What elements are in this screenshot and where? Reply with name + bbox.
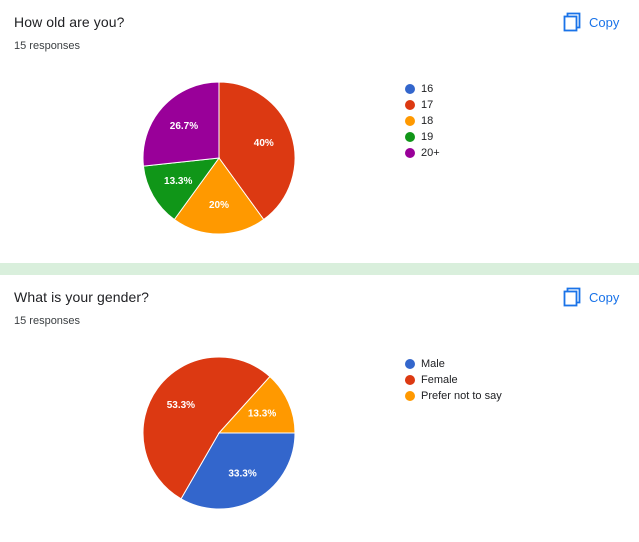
legend-item-18[interactable]: 18 bbox=[405, 113, 440, 129]
slice-label-19: 13.3% bbox=[164, 176, 192, 187]
response-count: 15 responses bbox=[14, 315, 81, 327]
copy-icon bbox=[563, 12, 581, 32]
copy-label: Copy bbox=[589, 14, 620, 30]
pie-slice-prefer-not-to-say[interactable] bbox=[217, 375, 296, 434]
slice-label-male: 33.3% bbox=[228, 468, 256, 479]
slice-label-20: 26.7% bbox=[170, 121, 198, 132]
copy-button[interactable]: Copy bbox=[563, 287, 619, 307]
slice-label-17: 40% bbox=[254, 138, 274, 149]
section-separator bbox=[0, 263, 639, 275]
question-title: How old are you? bbox=[14, 14, 125, 30]
legend-dot-icon bbox=[405, 375, 415, 385]
legend-label: 20+ bbox=[421, 147, 440, 159]
legend-dot-icon bbox=[405, 84, 415, 94]
legend-dot-icon bbox=[405, 391, 415, 401]
legend-dot-icon bbox=[405, 132, 415, 142]
pie-slice-19[interactable] bbox=[142, 157, 221, 221]
copy-label: Copy bbox=[589, 289, 620, 305]
pie-slice-17[interactable] bbox=[218, 81, 296, 221]
legend-label: 17 bbox=[421, 99, 434, 111]
legend-item-female[interactable]: Female bbox=[405, 372, 502, 388]
response-count: 15 responses bbox=[14, 40, 81, 52]
question-title: What is your gender? bbox=[14, 289, 150, 305]
legend-item-male[interactable]: Male bbox=[405, 356, 502, 372]
legend-item-19[interactable]: 19 bbox=[405, 129, 440, 145]
legend-dot-icon bbox=[405, 100, 415, 110]
pie-slice-male[interactable] bbox=[180, 432, 296, 510]
pie-slice-20[interactable] bbox=[142, 81, 220, 167]
legend-item-16[interactable]: 16 bbox=[405, 81, 440, 97]
legend-label: Prefer not to say bbox=[421, 390, 502, 402]
legend-item-20[interactable]: 20+ bbox=[405, 145, 440, 161]
legend-label: 16 bbox=[421, 83, 434, 95]
slice-label-female: 53.3% bbox=[167, 400, 195, 411]
legend-item-17[interactable]: 17 bbox=[405, 97, 440, 113]
copy-icon bbox=[563, 287, 581, 307]
question-card-gender: What is your gender? 15 responses Copy 3… bbox=[0, 275, 639, 542]
legend-dot-icon bbox=[405, 116, 415, 126]
legend-label: 18 bbox=[421, 115, 434, 127]
pie-slice-18[interactable] bbox=[173, 157, 265, 235]
legend-item-prefer-not-to-say[interactable]: Prefer not to say bbox=[405, 388, 502, 404]
pie-slice-female[interactable] bbox=[142, 356, 271, 500]
legend-dot-icon bbox=[405, 148, 415, 158]
pie-chart-gender: 33.3% 53.3% 13.3% bbox=[142, 356, 296, 510]
legend-label: Female bbox=[421, 374, 458, 386]
legend-label: 19 bbox=[421, 131, 434, 143]
legend-gender: Male Female Prefer not to say bbox=[405, 356, 502, 404]
legend-dot-icon bbox=[405, 359, 415, 369]
copy-button[interactable]: Copy bbox=[563, 12, 619, 32]
question-card-age: How old are you? 15 responses Copy 40% 20… bbox=[0, 0, 639, 263]
legend-age: 16 17 18 19 20+ bbox=[405, 81, 440, 161]
legend-label: Male bbox=[421, 358, 445, 370]
slice-label-18: 20% bbox=[209, 200, 229, 211]
slice-label-prefer-not-to-say: 13.3% bbox=[248, 409, 276, 420]
pie-chart-age: 40% 20% 13.3% 26.7% bbox=[142, 81, 296, 235]
